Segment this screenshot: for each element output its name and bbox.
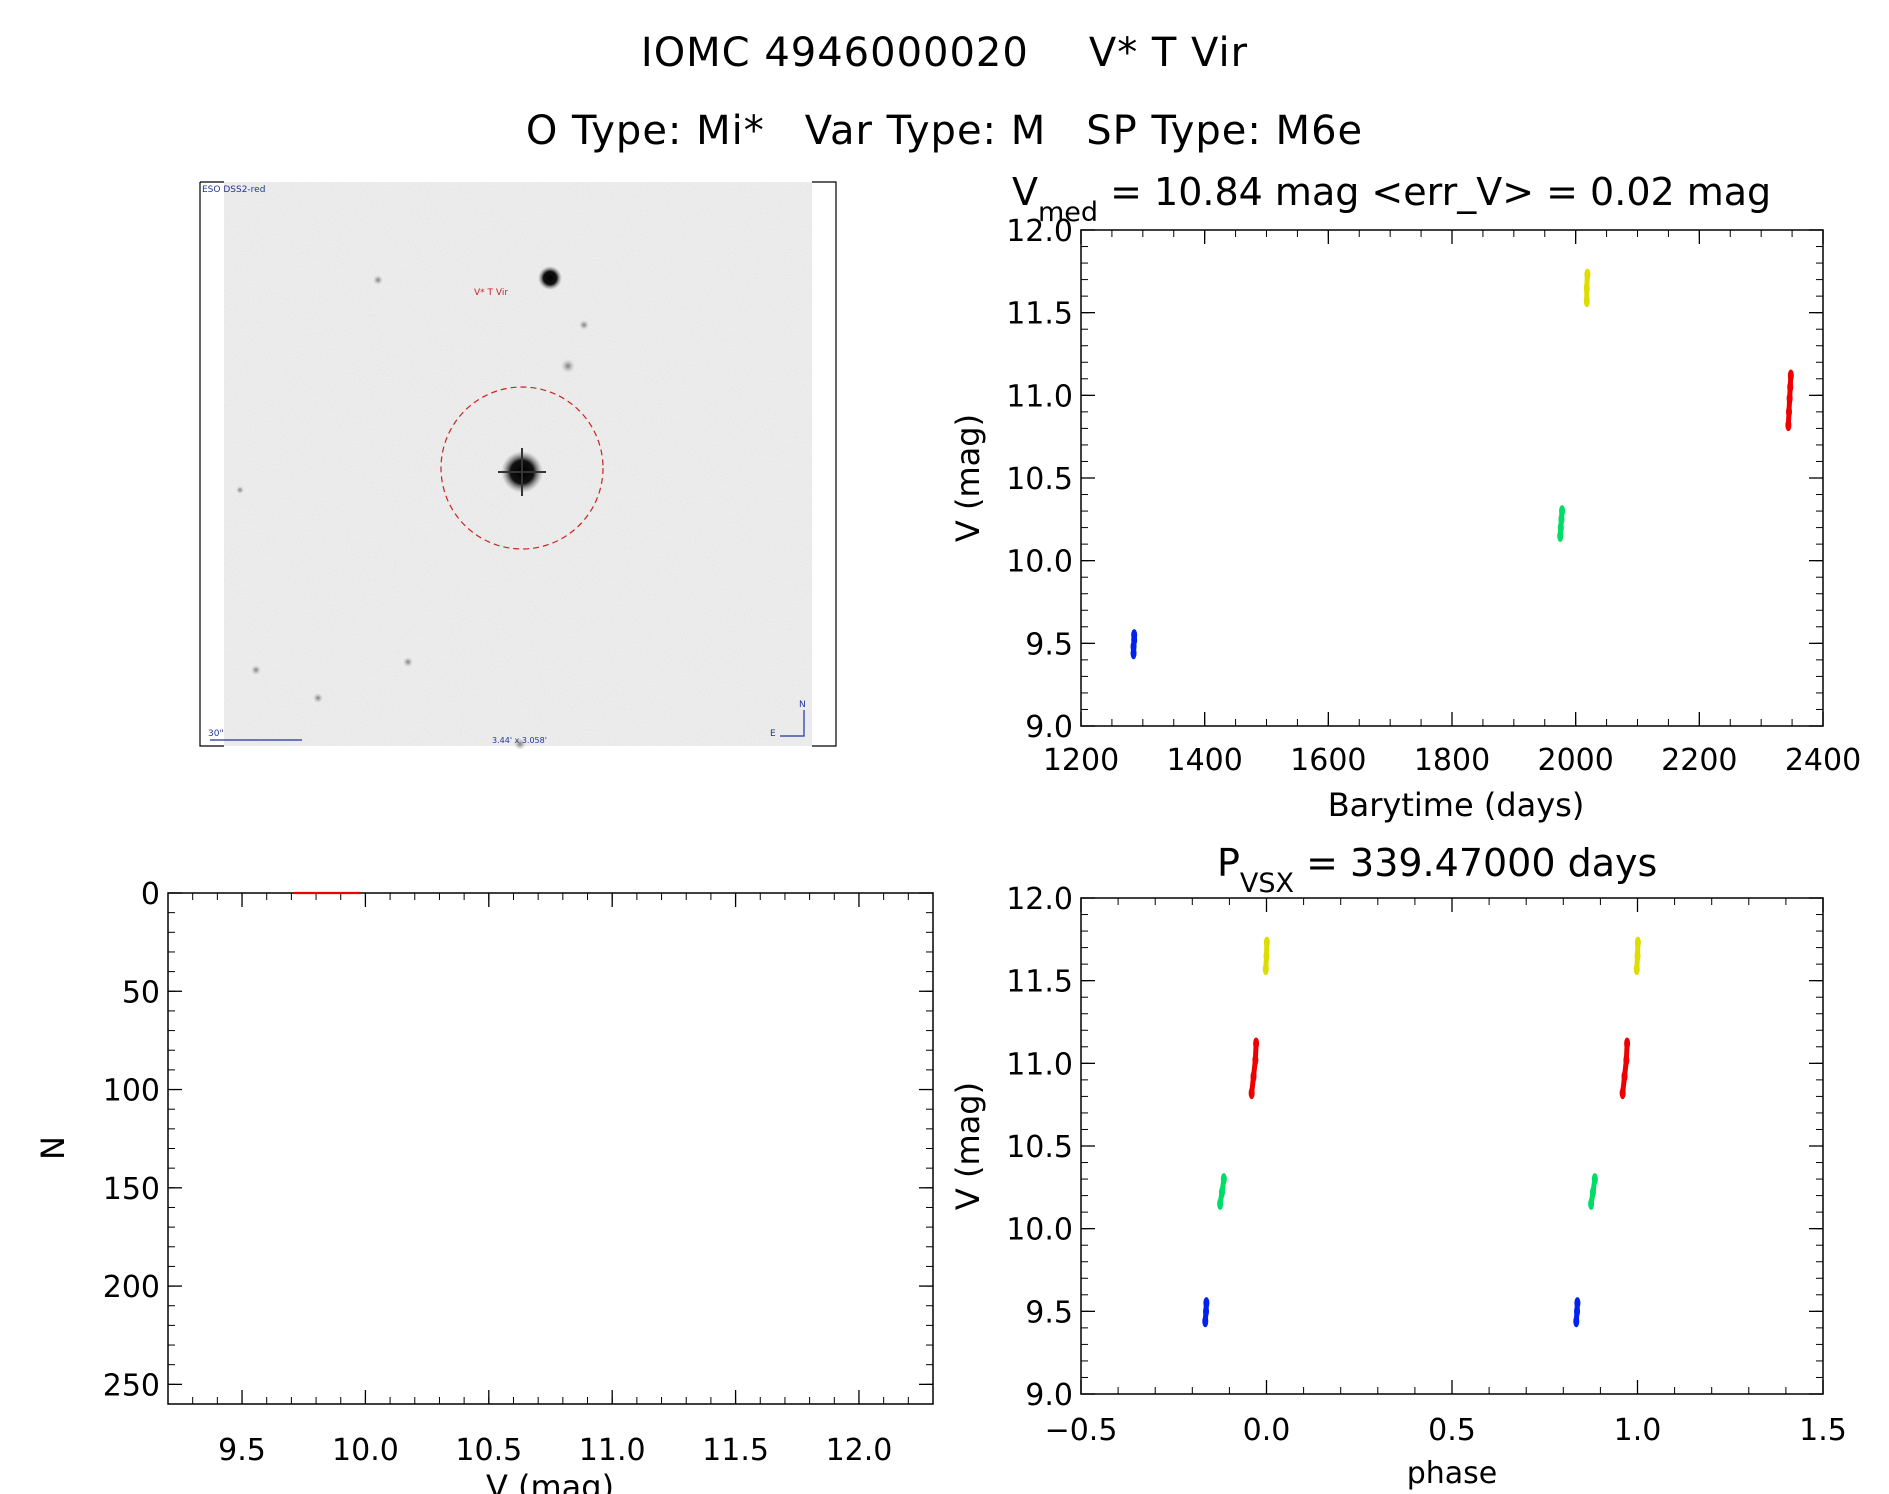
sky-frame-left <box>199 181 224 747</box>
x-tick-label: 0.5 <box>1428 1413 1476 1448</box>
sky-frame-right <box>812 181 837 747</box>
phased-cluster-season3 <box>1249 1074 1257 1096</box>
lightcurve-title: Vmed = 10.84 mag <err_V> = 0.02 mag <box>1012 170 1771 228</box>
y-tick-label: 9.0 <box>1025 1378 1073 1413</box>
lightcurve-xlabel: Barytime (days) <box>1328 786 1585 824</box>
survey-label: ESO DSS2-red <box>202 185 265 195</box>
lightcurve-cluster-season4 <box>1584 272 1590 291</box>
lightcurve-title-sub: med <box>1038 197 1098 228</box>
lightcurve-cluster-season3 <box>1787 372 1794 390</box>
neighbor-star <box>538 266 562 290</box>
x-tick-label: 2400 <box>1785 743 1861 778</box>
compass-arrows <box>780 710 805 737</box>
y-tick-label: 9.0 <box>1025 710 1073 745</box>
y-tick-label: 50 <box>122 975 160 1010</box>
phased-chart: PVSX = 339.47000 days −0.5 0.0 0.5 1.0 1.5 9.… <box>949 841 1847 1491</box>
phased-cluster-season3 <box>1622 1057 1629 1080</box>
faint-star <box>561 359 575 373</box>
phased-cluster-season2 <box>1590 1176 1598 1195</box>
y-tick-label: 11.5 <box>1006 965 1073 1000</box>
figure-title-line1: IOMC 4946000020 V* T Vir <box>0 30 1889 76</box>
y-tick-label: 11.0 <box>1006 1047 1073 1082</box>
faint-star <box>251 665 261 675</box>
y-tick-label: 11.5 <box>1006 297 1073 332</box>
x-tick-label: 2200 <box>1661 743 1737 778</box>
object-id: IOMC 4946000020 <box>640 30 1029 76</box>
phased-title-sub: VSX <box>1240 868 1294 899</box>
phased-xlabel: phase <box>1407 1456 1498 1491</box>
y-tick-label: 9.5 <box>1025 627 1073 662</box>
x-tick-label: 11.5 <box>702 1433 769 1468</box>
x-tick-label: 1600 <box>1290 743 1366 778</box>
y-tick-label: 100 <box>103 1074 160 1109</box>
x-tick-label: 11.0 <box>579 1433 646 1468</box>
x-tick-label: 10.0 <box>332 1433 399 1468</box>
y-tick-label: 0 <box>141 877 160 912</box>
x-tick-label: 10.5 <box>455 1433 522 1468</box>
x-tick-label: 12.0 <box>826 1433 893 1468</box>
y-tick-label: 10.5 <box>1006 462 1073 497</box>
o-type-label: O Type: Mi* <box>525 108 765 154</box>
compass-n: N <box>799 700 806 710</box>
size-label: 3.44' x 3.058' <box>492 736 547 745</box>
histogram-axes-frame <box>167 892 934 1405</box>
faint-star <box>579 320 589 330</box>
lightcurve-chart: Vmed = 10.84 mag <err_V> = 0.02 mag 1200… <box>949 170 1861 824</box>
sp-type-label: SP Type: M6e <box>1086 108 1364 154</box>
sky-image-panel: ESO DSS2-red V* T Vir 30" 3.44' x 3.058'… <box>199 181 837 750</box>
histogram-xlabel: V (mag) <box>486 1468 614 1494</box>
phased-title-rest: = 339.47000 days <box>1294 841 1657 885</box>
x-tick-label: −0.5 <box>1045 1413 1118 1448</box>
x-tick-label: 1.0 <box>1614 1413 1662 1448</box>
y-tick-label: 250 <box>103 1368 160 1403</box>
y-tick-label: 12.0 <box>1006 214 1073 249</box>
y-tick-label: 9.5 <box>1025 1295 1073 1330</box>
x-tick-label: 2000 <box>1537 743 1613 778</box>
histogram-ylabel: N <box>34 1136 72 1160</box>
y-tick-label: 10.0 <box>1006 545 1073 580</box>
lightcurve-ylabel: V (mag) <box>949 414 987 542</box>
phased-axes-frame <box>1080 897 1824 1395</box>
y-tick-label: 200 <box>103 1270 160 1305</box>
y-tick-label: 12.0 <box>1006 882 1073 917</box>
x-tick-label: 1800 <box>1414 743 1490 778</box>
y-tick-label: 10.0 <box>1006 1213 1073 1248</box>
faint-star <box>514 738 526 750</box>
compass-e: E <box>770 729 776 739</box>
x-tick-label: 9.5 <box>218 1433 266 1468</box>
faint-star <box>313 693 323 703</box>
lightcurve-title-main: V <box>1012 170 1038 214</box>
lightcurve-axes-frame <box>1080 229 1824 727</box>
lightcurve-cluster-season2 <box>1558 508 1565 522</box>
x-tick-label: 1200 <box>1043 743 1119 778</box>
phased-cluster-season3 <box>1252 1040 1259 1063</box>
lightcurve-title-rest: = 10.84 mag <err_V> = 0.02 mag <box>1098 170 1771 214</box>
x-tick-label: 1.5 <box>1799 1413 1847 1448</box>
x-tick-label: 0.0 <box>1243 1413 1291 1448</box>
x-tick-label: 1400 <box>1166 743 1242 778</box>
var-type-label: Var Type: M <box>804 108 1047 154</box>
object-name: V* T Vir <box>1088 30 1249 76</box>
target-circle <box>440 386 604 550</box>
y-tick-label: 11.0 <box>1006 379 1073 414</box>
y-tick-label: 10.5 <box>1006 1130 1073 1165</box>
phased-cluster-season3 <box>1620 1074 1628 1096</box>
faint-star <box>373 275 383 285</box>
phased-cluster-season2 <box>1219 1176 1227 1195</box>
histogram-chart: 9.5 10.0 10.5 11.0 11.5 12.0 0 50 100 150 200 250 V… <box>34 877 934 1494</box>
phased-cluster-season3 <box>1251 1057 1258 1080</box>
faint-star <box>236 486 244 494</box>
y-tick-label: 150 <box>103 1172 160 1207</box>
faint-star <box>403 657 413 667</box>
phased-cluster-season3 <box>1623 1040 1630 1063</box>
phased-title-main: P <box>1217 841 1240 885</box>
phased-ylabel: V (mag) <box>949 1082 987 1210</box>
scale-label: 30" <box>208 729 224 739</box>
phased-title: PVSX = 339.47000 days <box>1217 841 1657 899</box>
figure-title-line2: O Type: Mi* Var Type: M SP Type: M6e <box>0 108 1889 154</box>
target-label: V* T Vir <box>474 288 508 298</box>
